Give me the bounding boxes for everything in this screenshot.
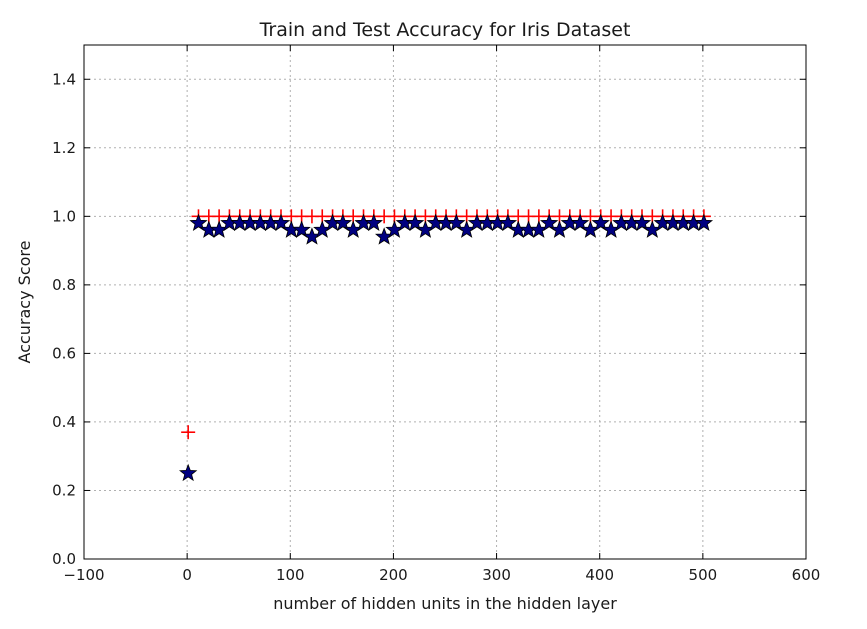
tick-layer: −100 0 100 200 300 400 500 600 0.0 0.2 0.4 0.6 0.8 1.… xyxy=(52,45,820,584)
x-tick-label: 600 xyxy=(792,566,821,584)
test-star-marker xyxy=(189,213,208,231)
x-tick-label: −100 xyxy=(63,566,104,584)
y-tick-label: 1.0 xyxy=(52,207,76,225)
test-star-marker xyxy=(591,213,610,231)
test-star-marker xyxy=(540,213,559,231)
test-star-marker xyxy=(333,213,353,231)
x-axis-label: number of hidden units in the hidden lay… xyxy=(273,594,617,613)
test-star-marker xyxy=(292,220,311,238)
y-tick-label: 0.4 xyxy=(52,413,76,431)
y-tick-label: 0.0 xyxy=(52,550,76,568)
test-star-marker xyxy=(405,213,425,231)
test-star-marker xyxy=(632,213,652,231)
test-star-marker xyxy=(447,213,466,231)
x-tick-label: 200 xyxy=(379,566,408,584)
train-plus-marker xyxy=(181,425,196,440)
y-tick-label: 1.2 xyxy=(52,139,76,157)
x-tick-label: 400 xyxy=(585,566,614,584)
chart-title: Train and Test Accuracy for Iris Dataset xyxy=(259,19,631,41)
x-tick-label: 100 xyxy=(276,566,305,584)
test-star-marker xyxy=(364,213,383,231)
y-tick-label: 1.4 xyxy=(52,70,76,88)
x-tick-label: 300 xyxy=(482,566,511,584)
test-star-marker xyxy=(498,213,518,231)
y-tick-label: 0.2 xyxy=(52,481,76,499)
y-tick-label: 0.6 xyxy=(52,344,76,362)
test-star-marker xyxy=(179,463,198,482)
y-axis-label: Accuracy Score xyxy=(15,241,34,364)
x-tick-label: 0 xyxy=(182,566,192,584)
x-tick-label: 500 xyxy=(689,566,718,584)
marker-layer xyxy=(179,209,714,482)
test-star-marker xyxy=(694,213,714,231)
test-star-marker xyxy=(570,213,590,231)
y-tick-label: 0.8 xyxy=(52,276,76,294)
plot-frame xyxy=(83,44,807,560)
test-star-marker xyxy=(271,213,291,231)
